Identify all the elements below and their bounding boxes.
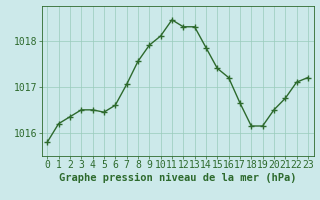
X-axis label: Graphe pression niveau de la mer (hPa): Graphe pression niveau de la mer (hPa)	[59, 173, 296, 183]
